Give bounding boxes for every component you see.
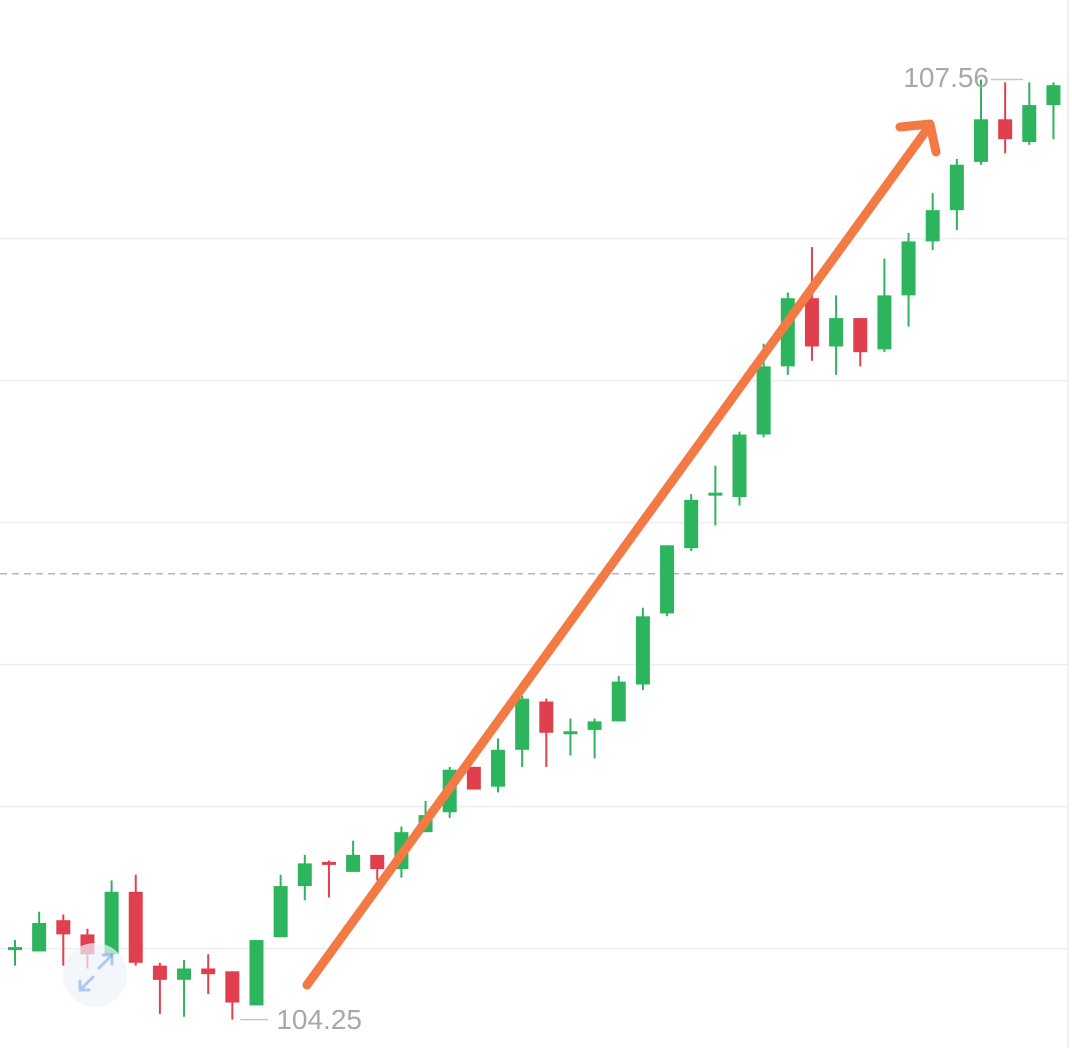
candle-body <box>225 971 240 1003</box>
candle-body <box>853 318 868 353</box>
candle-body <box>998 119 1013 140</box>
candle-body <box>152 965 167 980</box>
candle-body <box>466 766 481 790</box>
candle-body <box>635 616 650 685</box>
candle-body <box>515 698 530 750</box>
candle-body <box>877 295 892 350</box>
candle-body <box>732 434 747 498</box>
candle-body <box>563 731 578 735</box>
candle-body <box>756 366 771 435</box>
trend-arrow <box>302 119 941 990</box>
min-label: 104.25 <box>276 1004 362 1035</box>
expand-icon[interactable] <box>63 943 127 1007</box>
candle-body <box>273 886 288 938</box>
candle-body <box>708 492 723 496</box>
candle-body <box>370 854 385 870</box>
candle-body <box>829 318 844 347</box>
candle-body <box>539 701 554 733</box>
candle-body <box>249 940 264 1006</box>
candle-body <box>1022 105 1037 143</box>
candle-body <box>201 968 216 975</box>
max-label: 107.56 <box>903 62 989 93</box>
candle-body <box>491 749 505 787</box>
candle-body <box>32 923 47 952</box>
candle-body <box>804 298 819 347</box>
candle-body <box>1046 85 1061 106</box>
candle-body <box>104 891 119 955</box>
candle-body <box>949 164 964 211</box>
candle-body <box>587 721 602 730</box>
candle-body <box>901 241 916 296</box>
candle-body <box>974 119 988 162</box>
candle-body <box>346 854 361 872</box>
candle-body <box>56 920 71 935</box>
candle-body <box>128 891 143 963</box>
candle-body <box>8 947 22 951</box>
candle-body <box>177 968 192 980</box>
candle-body <box>925 210 940 242</box>
candle-body <box>297 863 312 887</box>
candle-body <box>611 681 626 722</box>
candle-body <box>684 499 699 549</box>
candle-body <box>321 861 336 865</box>
candle-body <box>660 545 675 614</box>
